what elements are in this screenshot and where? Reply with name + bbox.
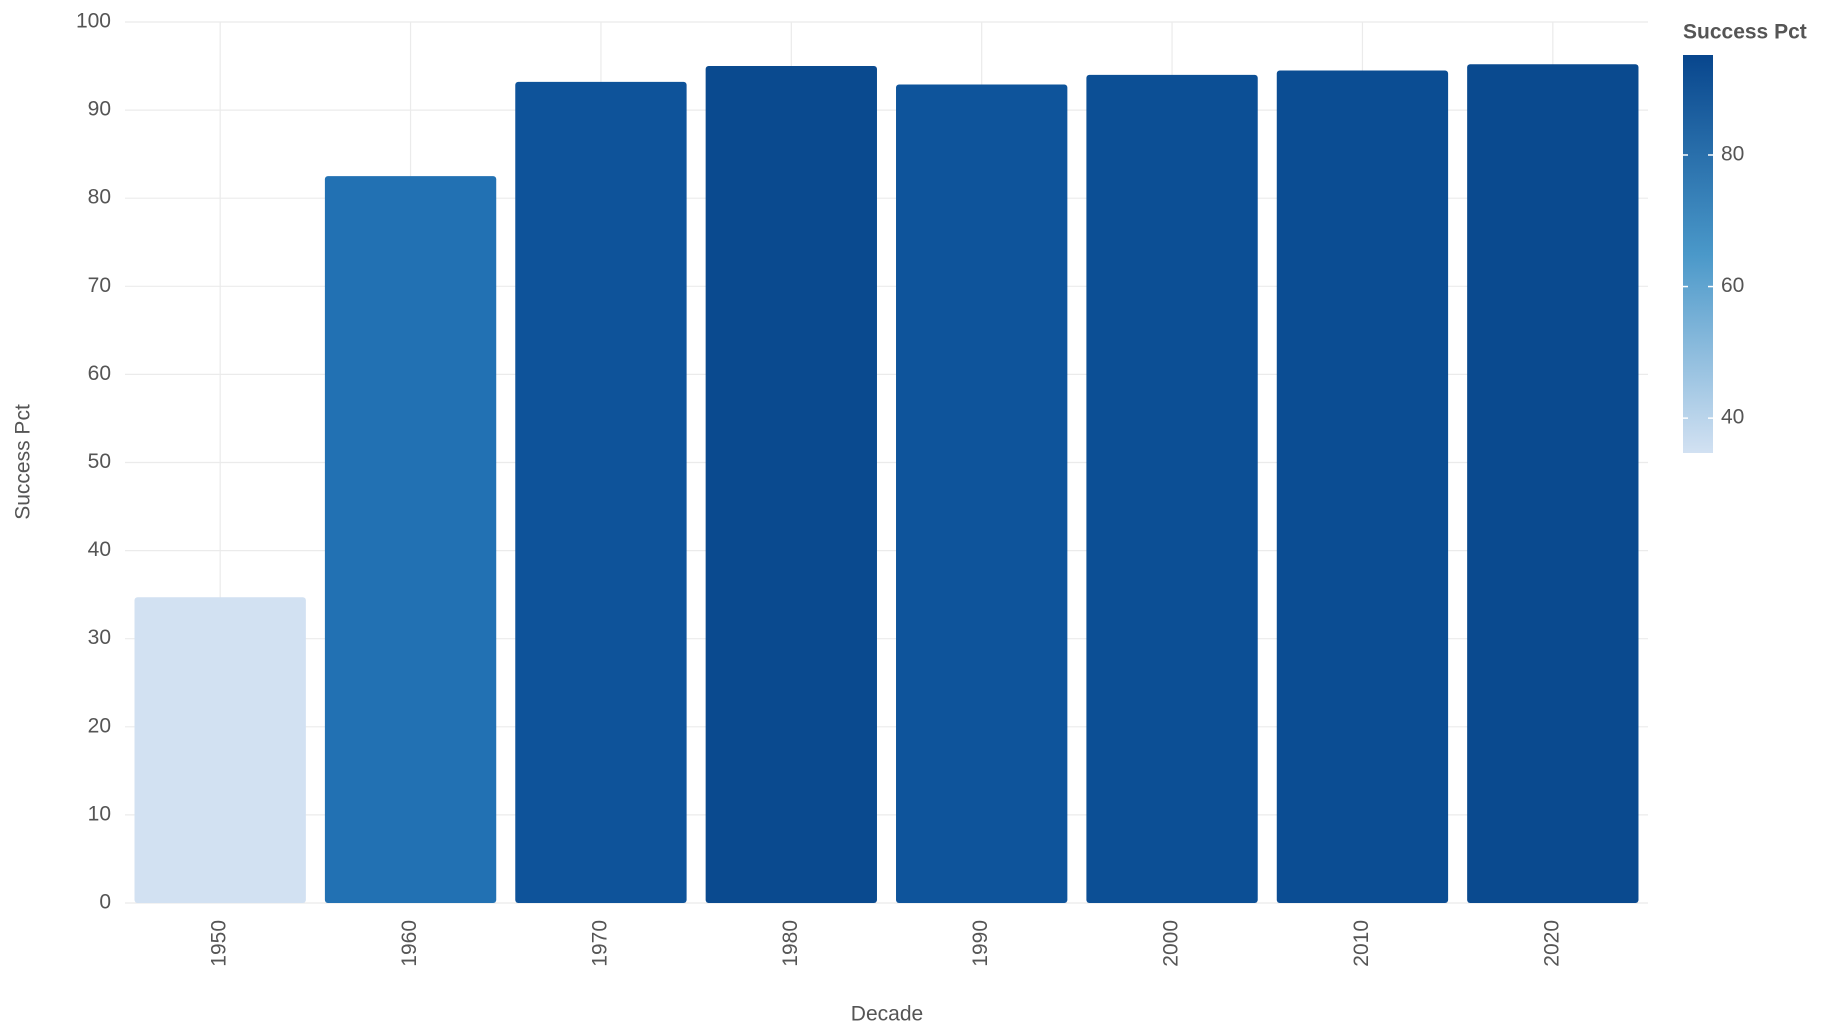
colorbar-tick-label: 80: [1721, 143, 1744, 166]
y-tick-label: 100: [76, 10, 111, 33]
y-tick-label: 90: [88, 98, 111, 121]
colorbar-tick-label: 60: [1721, 274, 1744, 297]
y-tick-label: 80: [88, 186, 111, 209]
bar: [515, 81, 687, 903]
x-tick-label: 1990: [969, 920, 992, 967]
bar: [705, 66, 877, 904]
y-tick-label: 30: [88, 626, 111, 649]
y-tick-label: 40: [88, 538, 111, 561]
x-tick-label: 2020: [1540, 920, 1563, 967]
legend-title: Success Pct: [1683, 21, 1807, 44]
y-tick-label: 0: [99, 891, 111, 914]
y-tick-label: 60: [88, 362, 111, 385]
y-axis-title: Success Pct: [12, 404, 35, 520]
x-axis-title: Decade: [851, 1003, 923, 1026]
bar: [134, 597, 306, 903]
bar: [1276, 70, 1449, 903]
colorbar-tick-label: 40: [1721, 406, 1744, 429]
bar: [324, 176, 497, 904]
bar: [1086, 74, 1258, 904]
x-tick-label: 1970: [588, 920, 611, 967]
y-tick-label: 20: [88, 714, 111, 737]
x-tick-label: 2010: [1350, 920, 1373, 967]
bar: [896, 84, 1068, 903]
x-tick-label: 1950: [208, 920, 231, 967]
x-tick-label: 1980: [779, 920, 802, 967]
y-tick-label: 50: [88, 450, 111, 473]
y-tick-label: 10: [88, 802, 111, 825]
y-tick-label: 70: [88, 274, 111, 297]
x-tick-label: 1960: [398, 920, 421, 967]
colorbar: [1683, 55, 1713, 453]
x-tick-label: 2000: [1160, 920, 1183, 967]
bar: [1467, 64, 1639, 903]
